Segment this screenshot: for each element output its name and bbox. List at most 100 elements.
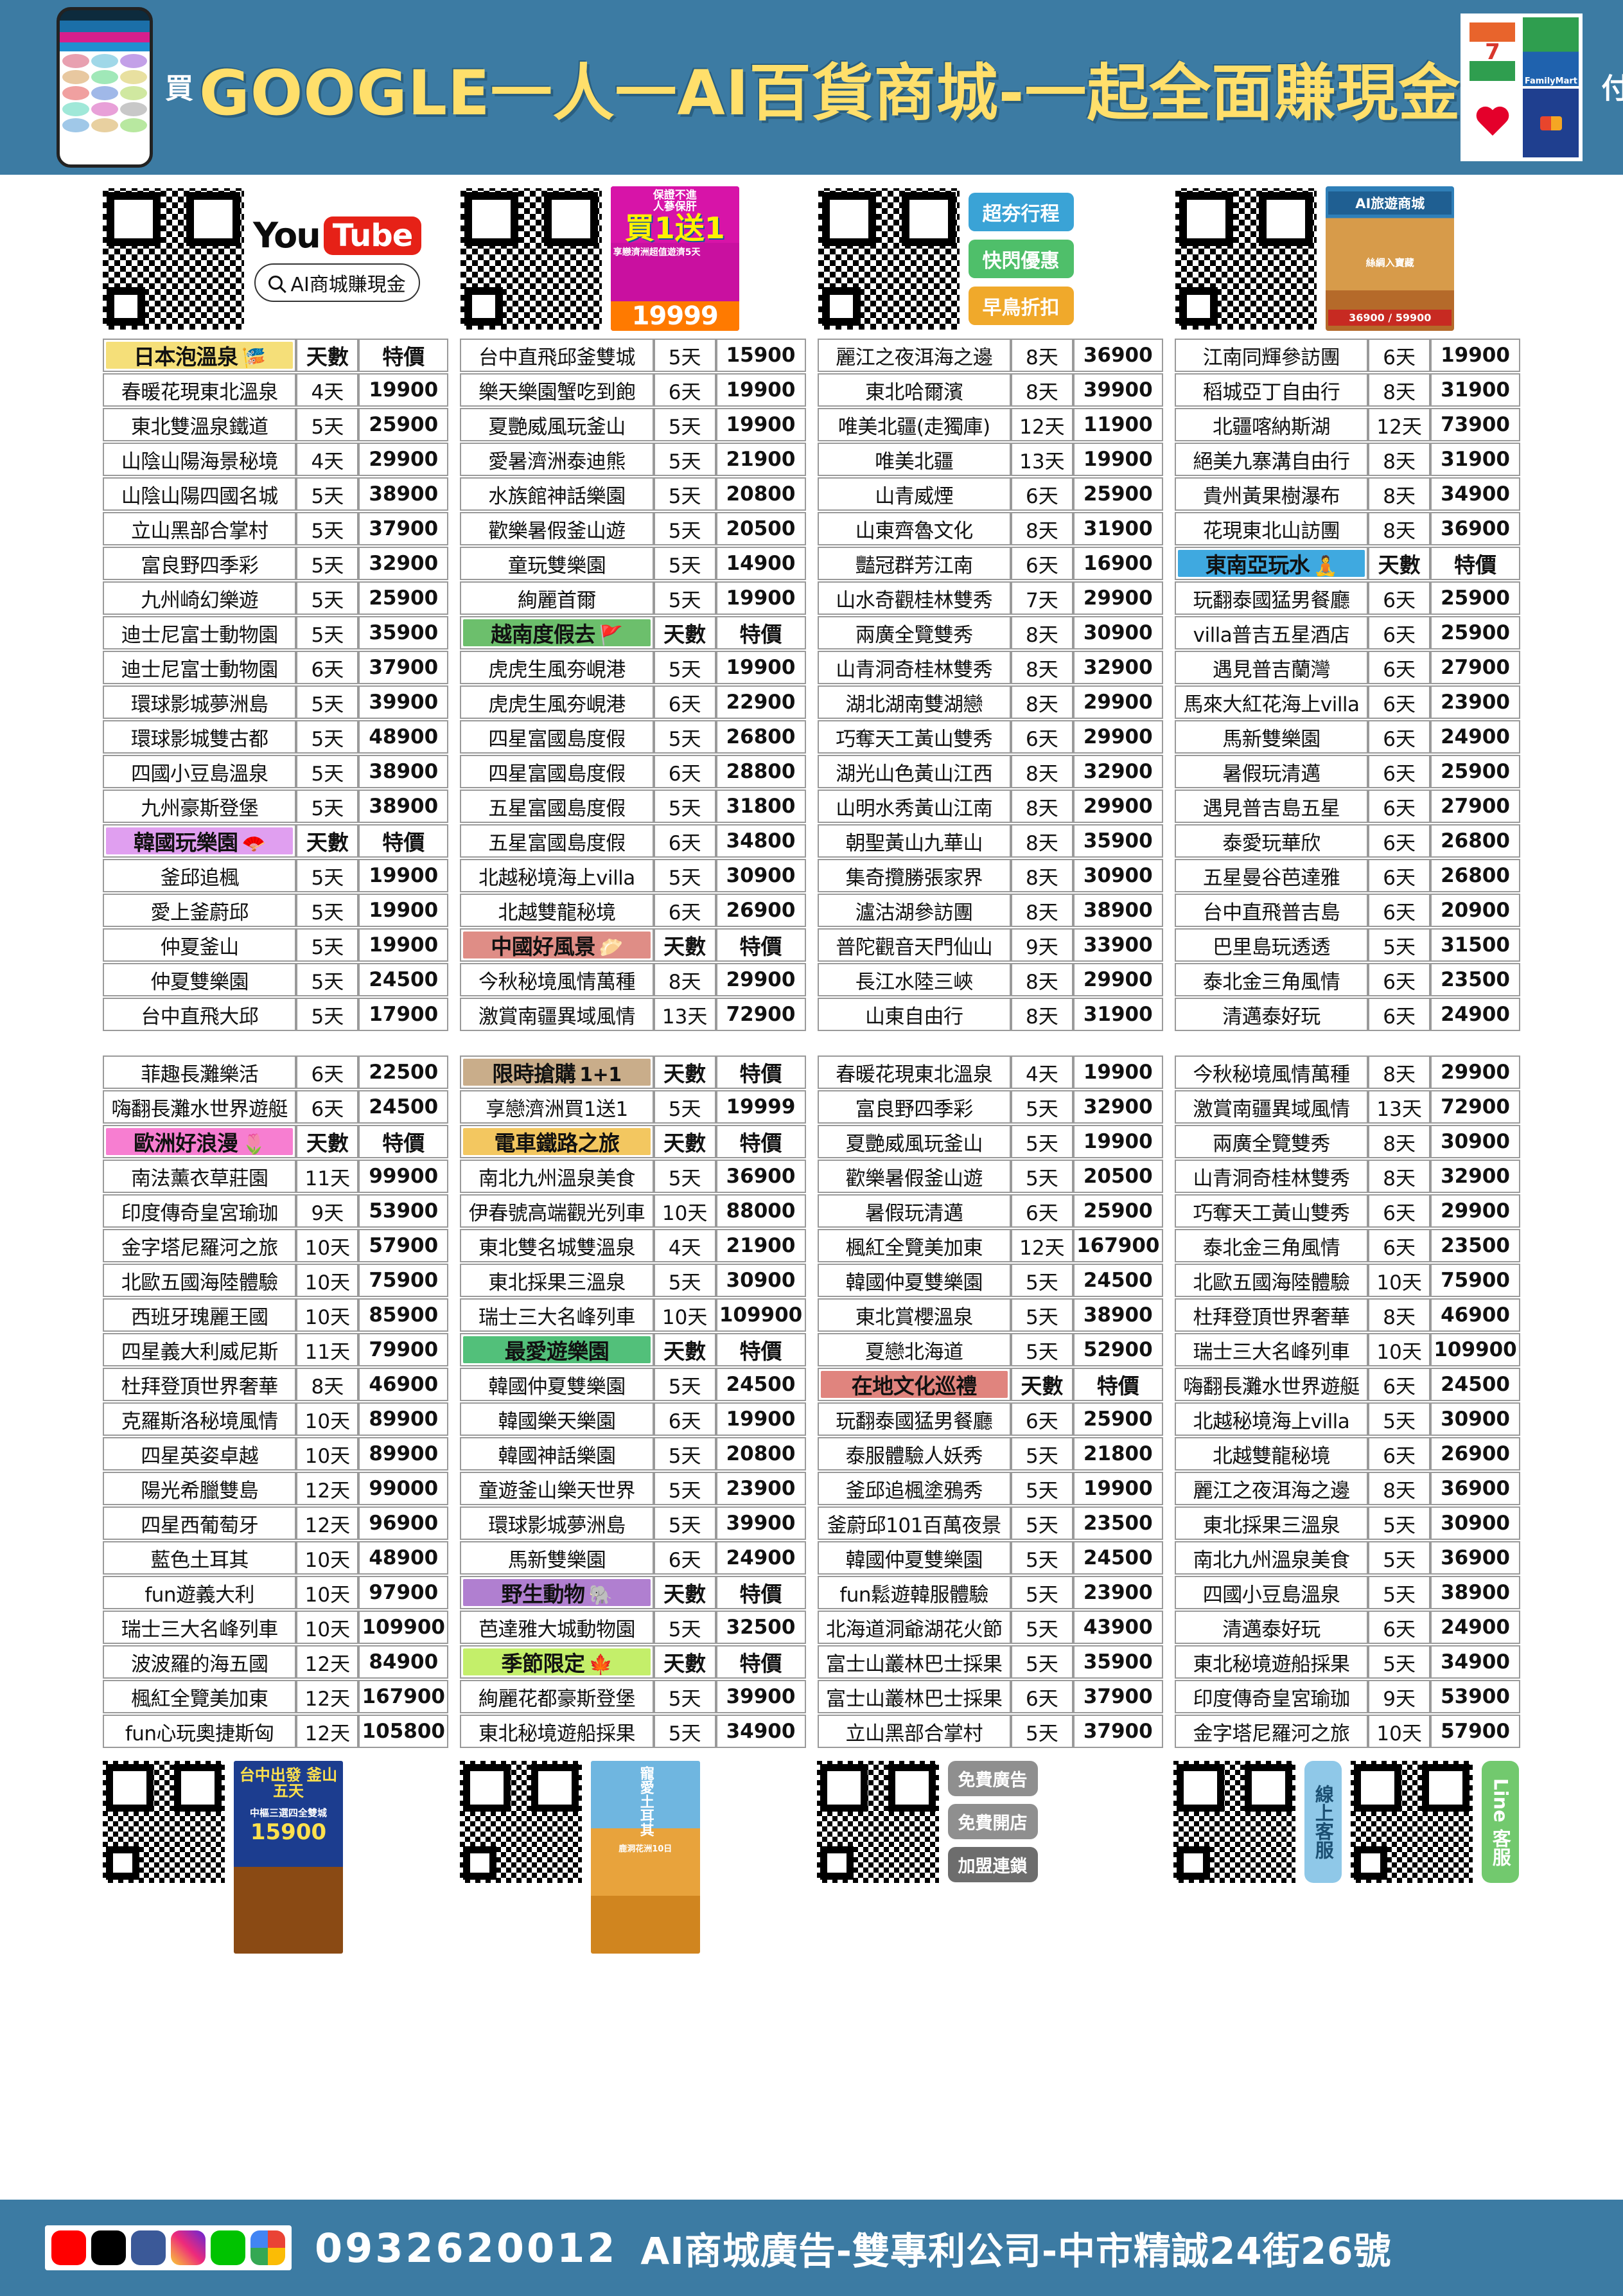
deal-row[interactable]: 長江水陸三峽 8天 29900 <box>817 963 1163 996</box>
deal-row[interactable]: 玩翻泰國猛男餐廳 6天 25900 <box>1174 581 1520 615</box>
deal-row[interactable]: 歡樂暑假釜山遊 5天 20500 <box>460 512 806 545</box>
deal-row[interactable]: 山明水秀黃山江南 8天 29900 <box>817 790 1163 823</box>
deal-row[interactable]: 愛暑濟洲泰迪熊 5天 21900 <box>460 443 806 476</box>
deal-row[interactable]: 韓國樂天樂園 6天 19900 <box>460 1402 806 1436</box>
deal-row[interactable]: 夏戀北海道 5天 52900 <box>817 1333 1163 1366</box>
deal-row[interactable]: 北歐五國海陸體驗 10天 75900 <box>1174 1264 1520 1297</box>
deal-row[interactable]: 北越秘境海上villa 5天 30900 <box>1174 1402 1520 1436</box>
qr-code-tags[interactable] <box>818 188 960 330</box>
deal-row[interactable]: 富士山叢林巴士採果 5天 35900 <box>817 1645 1163 1679</box>
deal-row[interactable]: 虎虎生風夯峴港 5天 19900 <box>460 651 806 684</box>
deal-row[interactable]: 稻城亞丁自由行 8天 31900 <box>1174 373 1520 407</box>
deal-row[interactable]: 南北九州溫泉美食 5天 36900 <box>460 1160 806 1193</box>
deal-row[interactable]: 台中直飛普吉島 6天 20900 <box>1174 894 1520 927</box>
deal-row[interactable]: 唯美北疆(走獨庫) 12天 11900 <box>817 408 1163 441</box>
deal-row[interactable]: 虎虎生風夯峴港 6天 22900 <box>460 685 806 719</box>
deal-row[interactable]: 遇見普吉蘭灣 6天 27900 <box>1174 651 1520 684</box>
deal-row[interactable]: 瀘沽湖參訪團 8天 38900 <box>817 894 1163 927</box>
qr-code-line-service[interactable] <box>1351 1761 1473 1883</box>
deal-row[interactable]: 南北九州溫泉美食 5天 36900 <box>1174 1541 1520 1575</box>
deal-row[interactable]: 環球影城夢洲島 5天 39900 <box>460 1506 806 1540</box>
deal-row[interactable]: 湖光山色黃山江西 8天 32900 <box>817 755 1163 788</box>
deal-row[interactable]: 嗨翻長灘水世界遊艇 6天 24500 <box>1174 1368 1520 1401</box>
deal-row[interactable]: fun鬆遊韓服體驗 5天 23900 <box>817 1576 1163 1609</box>
deal-row[interactable]: 富士山叢林巴士採果 6天 37900 <box>817 1680 1163 1713</box>
deal-row[interactable]: 清邁泰好玩 6天 24900 <box>1174 998 1520 1031</box>
deal-row[interactable]: 麗江之夜洱海之邊 8天 36900 <box>817 339 1163 372</box>
deal-row[interactable]: 泰北金三角風情 6天 23500 <box>1174 1229 1520 1262</box>
deal-row[interactable]: 巧奪天工黃山雙秀 6天 29900 <box>817 720 1163 754</box>
deal-row[interactable]: 九州豪斯登堡 5天 38900 <box>103 790 449 823</box>
deal-row[interactable]: 西班牙瑰麗王國 10天 85900 <box>103 1298 449 1332</box>
deal-row[interactable]: 江南同輝參訪團 6天 19900 <box>1174 339 1520 372</box>
deal-row[interactable]: 台中直飛邱釜雙城 5天 15900 <box>460 339 806 372</box>
search-pill[interactable]: AI商城賺現金 <box>254 263 420 302</box>
deal-row[interactable]: 愛上釜蔚邱 5天 19900 <box>103 894 449 927</box>
deal-row[interactable]: 嗨翻長灘水世界遊艇 6天 24500 <box>103 1090 449 1124</box>
deal-row[interactable]: 泰北金三角風情 6天 23500 <box>1174 963 1520 996</box>
deal-row[interactable]: 朝聖黃山九華山 8天 35900 <box>817 824 1163 858</box>
deal-row[interactable]: 馬新雙樂園 6天 24900 <box>460 1541 806 1575</box>
deal-row[interactable]: 台中直飛大邱 5天 17900 <box>103 998 449 1031</box>
deal-row[interactable]: 普陀觀音天門仙山 9天 33900 <box>817 928 1163 962</box>
deal-row[interactable]: 五星富國島度假 6天 34800 <box>460 824 806 858</box>
deal-row[interactable]: 春暖花現東北溫泉 4天 19900 <box>817 1055 1163 1089</box>
deal-row[interactable]: 玩翻泰國猛男餐廳 6天 25900 <box>817 1402 1163 1436</box>
qr-code-turkey[interactable] <box>459 1761 582 1883</box>
deal-row[interactable]: 馬新雙樂園 6天 24900 <box>1174 720 1520 754</box>
deal-row[interactable]: 春暖花現東北溫泉 4天 19900 <box>103 373 449 407</box>
deal-row[interactable]: 集奇攬勝張家界 8天 30900 <box>817 859 1163 892</box>
youtube-icon[interactable] <box>51 2230 86 2265</box>
deal-row[interactable]: 兩廣全覽雙秀 8天 30900 <box>1174 1125 1520 1158</box>
tiktok-icon[interactable] <box>91 2230 126 2265</box>
deal-row[interactable]: 四星富國島度假 6天 28800 <box>460 755 806 788</box>
deal-row[interactable]: 絢麗首爾 5天 19900 <box>460 581 806 615</box>
deal-row[interactable]: 麗江之夜洱海之邊 8天 36900 <box>1174 1472 1520 1505</box>
deal-row[interactable]: 花現東北山訪團 8天 36900 <box>1174 512 1520 545</box>
tag-early-bird[interactable]: 早鳥折扣 <box>968 286 1074 325</box>
deal-row[interactable]: 瑞士三大名峰列車 10天 109900 <box>1174 1333 1520 1366</box>
service-free-ads-button[interactable]: 免費廣告 <box>947 1761 1038 1796</box>
deal-row[interactable]: 四星英姿卓越 10天 89900 <box>103 1437 449 1470</box>
deal-row[interactable]: 暑假玩清邁 6天 25900 <box>1174 755 1520 788</box>
deal-row[interactable]: 山東自由行 8天 31900 <box>817 998 1163 1031</box>
deal-row[interactable]: 巧奪天工黃山雙秀 6天 29900 <box>1174 1194 1520 1228</box>
deal-row[interactable]: 楓紅全覽美加東 12天 167900 <box>103 1680 449 1713</box>
deal-row[interactable]: 菲趣長灘樂活 6天 22500 <box>103 1055 449 1089</box>
tag-hot-itinerary[interactable]: 超夯行程 <box>968 192 1074 231</box>
deal-row[interactable]: 芭達雅大城動物園 5天 32500 <box>460 1611 806 1644</box>
deal-row[interactable]: 北越秘境海上villa 5天 30900 <box>460 859 806 892</box>
deal-row[interactable]: 杜拜登頂世界奢華 8天 46900 <box>103 1368 449 1401</box>
deal-row[interactable]: 暑假玩清邁 6天 25900 <box>817 1194 1163 1228</box>
contact-phone-number[interactable]: 0932620012 <box>315 2224 618 2272</box>
deal-row[interactable]: 絢麗花都豪斯登堡 5天 39900 <box>460 1680 806 1713</box>
service-franchise-button[interactable]: 加盟連鎖 <box>947 1847 1038 1882</box>
deal-row[interactable]: 馬來大紅花海上villa 6天 23900 <box>1174 685 1520 719</box>
deal-row[interactable]: 激賞南疆異域風情 13天 72900 <box>1174 1090 1520 1124</box>
deal-row[interactable]: 東北採果三溫泉 5天 30900 <box>1174 1506 1520 1540</box>
deal-row[interactable]: 波波羅的海五國 12天 84900 <box>103 1645 449 1679</box>
deal-row[interactable]: 夏艷威風玩釜山 5天 19900 <box>817 1125 1163 1158</box>
qr-code-online-service[interactable] <box>1173 1761 1296 1883</box>
service-free-shop-button[interactable]: 免費開店 <box>947 1804 1038 1839</box>
deal-row[interactable]: 兩廣全覽雙秀 8天 30900 <box>817 616 1163 649</box>
deal-row[interactable]: 楓紅全覽美加東 12天 167900 <box>817 1229 1163 1262</box>
deal-row[interactable]: 山水奇觀桂林雙秀 7天 29900 <box>817 581 1163 615</box>
deal-row[interactable]: 唯美北疆 13天 19900 <box>817 443 1163 476</box>
deal-row[interactable]: 今秋秘境風情萬種 8天 29900 <box>1174 1055 1520 1089</box>
deal-row[interactable]: 山青洞奇桂林雙秀 8天 32900 <box>817 651 1163 684</box>
deal-row[interactable]: 仲夏釜山 5天 19900 <box>103 928 449 962</box>
facebook-icon[interactable] <box>131 2230 166 2265</box>
deal-row[interactable]: 激賞南疆異域風情 13天 72900 <box>460 998 806 1031</box>
qr-code-ai-travel[interactable] <box>1175 188 1317 330</box>
deal-row[interactable]: 韓國仲夏雙樂園 5天 24500 <box>817 1541 1163 1575</box>
deal-row[interactable]: 山青威煙 6天 25900 <box>817 477 1163 511</box>
deal-row[interactable]: 釜邱追楓塗鴉秀 5天 19900 <box>817 1472 1163 1505</box>
deal-row[interactable]: 山青洞奇桂林雙秀 8天 32900 <box>1174 1160 1520 1193</box>
deal-row[interactable]: 豔冠群芳江南 6天 16900 <box>817 547 1163 580</box>
deal-row[interactable]: 五星曼谷芭達雅 6天 26800 <box>1174 859 1520 892</box>
deal-row[interactable]: 韓國神話樂園 5天 20800 <box>460 1437 806 1470</box>
deal-row[interactable]: 山東齊魯文化 8天 31900 <box>817 512 1163 545</box>
deal-row[interactable]: 貴州黃果樹瀑布 8天 34900 <box>1174 477 1520 511</box>
deal-row[interactable]: 東北秘境遊船採果 5天 34900 <box>460 1715 806 1748</box>
